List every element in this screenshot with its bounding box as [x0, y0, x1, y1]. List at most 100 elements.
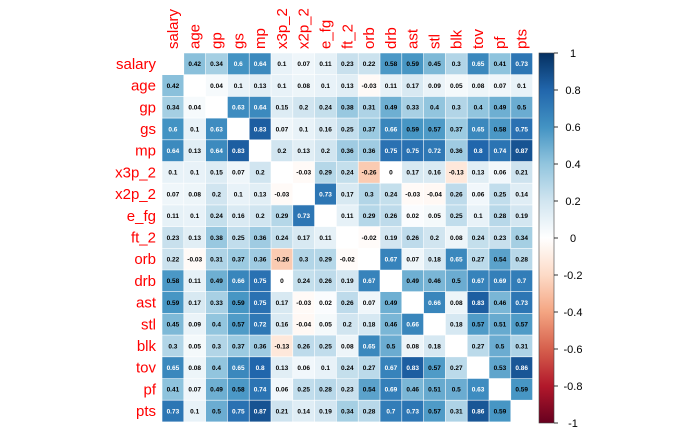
cell-value-label: 0.08 — [188, 191, 201, 198]
heatmap-cell — [336, 226, 359, 249]
heatmap-cell — [227, 53, 250, 75]
cell-value-label: 0.07 — [363, 300, 376, 307]
heatmap-cell — [510, 248, 533, 270]
cell-value-label: 0.25 — [232, 235, 245, 242]
heatmap-cell — [445, 74, 468, 97]
heatmap-cell — [336, 400, 359, 422]
heatmap-cell — [423, 313, 446, 336]
cell-value-label: 0.57 — [428, 126, 441, 133]
cell-value-label: 0.49 — [385, 105, 398, 112]
heatmap-cell — [336, 74, 359, 97]
cell-value-label: 0.22 — [167, 256, 180, 263]
heatmap-cell — [489, 183, 511, 205]
colorbar-tick-label: 0 — [570, 233, 576, 245]
heatmap-cell — [423, 139, 446, 162]
heatmap-cell — [183, 96, 206, 119]
heatmap-cell — [227, 270, 250, 292]
cell-value-label: 0.67 — [363, 278, 376, 285]
colorbar-tick-label: 0.8 — [565, 85, 580, 97]
heatmap-cell — [401, 291, 424, 314]
heatmap-cell — [467, 74, 489, 97]
heatmap-cell — [162, 270, 184, 292]
heatmap-cell — [227, 313, 250, 336]
cell-value-label: 0.59 — [167, 300, 180, 307]
cell-value-label: 0.73 — [515, 300, 528, 307]
heatmap-cell — [336, 161, 359, 184]
heatmap-cell — [292, 96, 315, 119]
cell-value-label: 0.83 — [472, 300, 485, 307]
heatmap-cell — [205, 96, 228, 119]
cell-value-label: -0.13 — [449, 170, 464, 177]
cell-value-label: 0.06 — [276, 387, 289, 394]
heatmap-cell — [467, 161, 489, 184]
heatmap-cell — [314, 226, 337, 249]
cell-value-label: 0.2 — [256, 170, 265, 177]
heatmap-cell — [314, 378, 337, 401]
heatmap-cell — [380, 248, 402, 270]
heatmap-cell — [336, 204, 359, 227]
heatmap-cell — [423, 53, 446, 75]
heatmap-cell — [249, 313, 271, 336]
column-label: orb — [361, 27, 378, 49]
cell-value-label: 0.2 — [256, 213, 265, 220]
cell-value-label: 0.1 — [168, 170, 177, 177]
cell-value-label: 0.73 — [167, 408, 180, 415]
cell-value-label: 0.25 — [341, 126, 354, 133]
heatmap-cell — [271, 335, 293, 357]
cell-value-label: 0.11 — [341, 213, 354, 220]
heatmap-cell — [358, 335, 380, 357]
cell-value-label: 0.25 — [297, 387, 310, 394]
heatmap-cell — [271, 291, 293, 314]
heatmap-cell — [423, 96, 446, 119]
cell-value-label: 0.02 — [406, 213, 419, 220]
heatmap-cell — [205, 226, 228, 249]
cell-value-label: 0.07 — [297, 61, 310, 68]
cell-value-label: 0.19 — [341, 278, 354, 285]
column-label: age — [187, 24, 204, 49]
cell-value-label: 0.46 — [428, 278, 441, 285]
cell-value-label: 0.13 — [254, 191, 267, 198]
cell-value-label: -0.03 — [274, 191, 289, 198]
heatmap-cell — [292, 291, 315, 314]
heatmap-cell — [205, 270, 228, 292]
cell-value-label: 0.49 — [494, 105, 507, 112]
cell-value-label: 0.5 — [212, 408, 221, 415]
heatmap-cell — [249, 74, 271, 97]
heatmap-cell — [227, 356, 250, 379]
heatmap-cell — [358, 118, 380, 140]
heatmap-cell — [445, 400, 468, 422]
heatmap-cell — [423, 183, 446, 205]
cell-value-label: 0.23 — [341, 61, 354, 68]
heatmap-cell — [467, 183, 489, 205]
cell-value-label: 0.41 — [167, 387, 180, 394]
cell-value-label: 0.41 — [494, 61, 507, 68]
cell-value-label: 0.64 — [210, 148, 223, 155]
cell-value-label: 0.22 — [363, 61, 376, 68]
cell-value-label: 0.63 — [210, 126, 223, 133]
heatmap-cell — [183, 118, 206, 140]
heatmap-cell — [380, 313, 402, 336]
colorbar-tick-label: -0.6 — [564, 344, 583, 356]
colorbar-tick-label: 0.6 — [565, 122, 580, 134]
cell-value-label: 0.38 — [341, 105, 354, 112]
heatmap-cell — [445, 204, 468, 227]
heatmap-cell — [467, 139, 489, 162]
heatmap-cell — [380, 378, 402, 401]
cell-value-label: 0.18 — [450, 322, 463, 329]
cell-value-label: 0.33 — [406, 105, 419, 112]
heatmap-cell — [489, 226, 511, 249]
cell-value-label: 0.1 — [321, 365, 330, 372]
heatmap-cell — [510, 74, 533, 97]
colorbar-tick-label: 1 — [570, 48, 576, 60]
heatmap-cell — [183, 313, 206, 336]
cell-value-label: 0.31 — [450, 408, 463, 415]
row-label: orb — [134, 251, 156, 268]
cell-value-label: 0.07 — [276, 126, 289, 133]
row-label: age — [131, 78, 156, 95]
heatmap-cell — [292, 313, 315, 336]
cell-value-label: 0.73 — [297, 213, 310, 220]
cell-value-label: 0.74 — [494, 148, 507, 155]
row-label: drb — [134, 273, 156, 290]
cell-value-label: 0.59 — [232, 300, 245, 307]
cell-value-label: 0.65 — [167, 365, 180, 372]
